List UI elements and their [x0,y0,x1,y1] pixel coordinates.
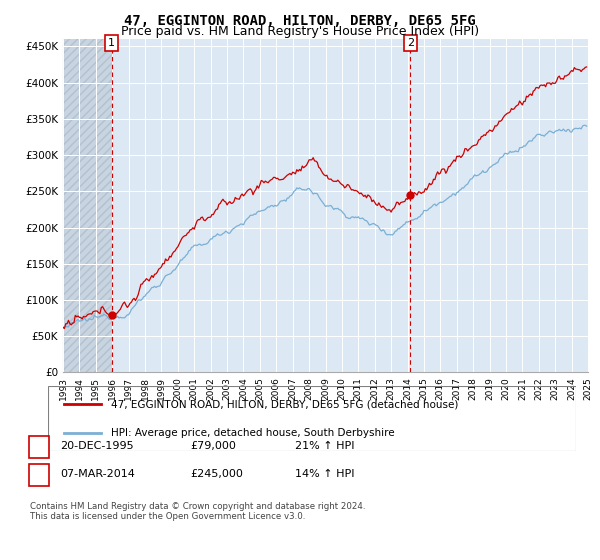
Text: 47, EGGINTON ROAD, HILTON, DERBY, DE65 5FG (detached house): 47, EGGINTON ROAD, HILTON, DERBY, DE65 5… [112,399,459,409]
FancyBboxPatch shape [29,464,49,486]
Text: Contains HM Land Registry data © Crown copyright and database right 2024.
This d: Contains HM Land Registry data © Crown c… [30,502,365,521]
Text: 1: 1 [108,38,115,48]
FancyBboxPatch shape [29,436,49,458]
Text: £245,000: £245,000 [190,469,243,479]
Text: 14% ↑ HPI: 14% ↑ HPI [295,469,355,479]
Bar [63,39,112,372]
Text: 1: 1 [35,441,43,451]
Text: 20-DEC-1995: 20-DEC-1995 [60,441,134,451]
Text: 2: 2 [407,38,414,48]
Text: Price paid vs. HM Land Registry's House Price Index (HPI): Price paid vs. HM Land Registry's House … [121,25,479,38]
Text: 2: 2 [35,469,43,479]
Text: 07-MAR-2014: 07-MAR-2014 [60,469,135,479]
Text: £79,000: £79,000 [190,441,236,451]
Bar [63,39,112,372]
Text: 21% ↑ HPI: 21% ↑ HPI [295,441,355,451]
Text: 47, EGGINTON ROAD, HILTON, DERBY, DE65 5FG: 47, EGGINTON ROAD, HILTON, DERBY, DE65 5… [124,14,476,28]
Text: HPI: Average price, detached house, South Derbyshire: HPI: Average price, detached house, Sout… [112,428,395,438]
